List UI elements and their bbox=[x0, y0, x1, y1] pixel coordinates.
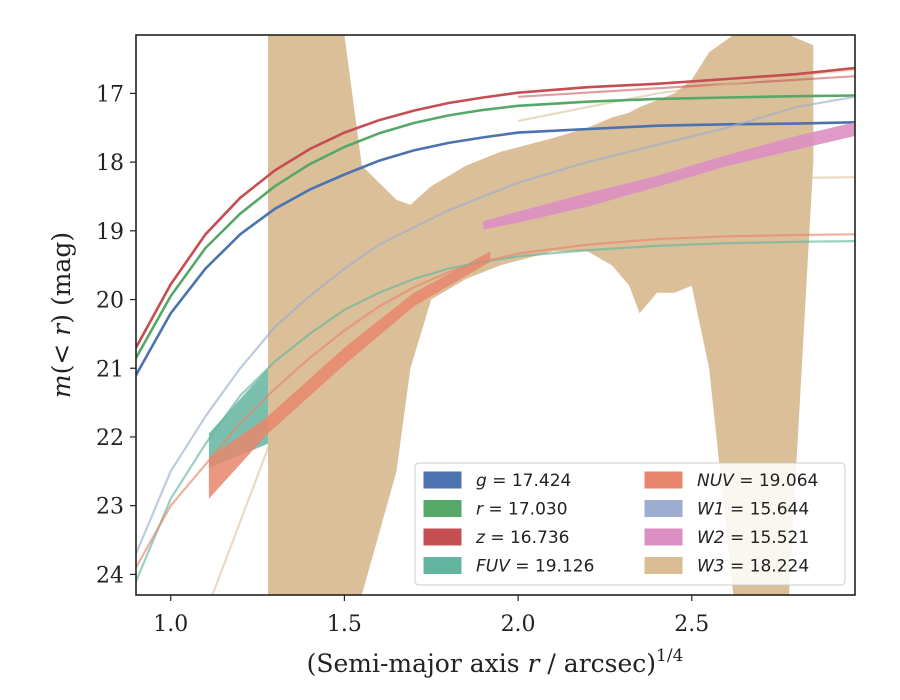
legend-var: z bbox=[475, 528, 486, 548]
series-line-fuv bbox=[136, 240, 855, 582]
y-tick-label: 21 bbox=[96, 357, 124, 382]
legend-swatch-r bbox=[423, 500, 462, 517]
legend-label-w2: W2 = 15.521 bbox=[697, 528, 809, 548]
series-line-w1 bbox=[136, 95, 855, 555]
y-tick-label: 19 bbox=[96, 220, 124, 245]
legend-swatch-fuv bbox=[423, 557, 462, 574]
legend-label-r: r = 17.030 bbox=[476, 500, 568, 520]
legend-swatch-nuv bbox=[644, 471, 683, 489]
faint-curve-2 bbox=[517, 68, 855, 122]
plot-frame bbox=[135, 34, 856, 596]
legend-value: = 17.030 bbox=[483, 500, 568, 520]
x-tick-label: 1.0 bbox=[153, 612, 188, 637]
x-axis-label: (Semi-major axis r / arcsec)1/4 bbox=[307, 646, 684, 678]
y-tick-label: 17 bbox=[96, 82, 124, 107]
legend-frame bbox=[414, 462, 846, 586]
legend-label-g: g = 17.424 bbox=[476, 471, 571, 491]
legend-var: W2 bbox=[697, 528, 725, 548]
legend-value: = 19.064 bbox=[734, 471, 819, 491]
series-layer bbox=[136, 35, 855, 595]
faint-curve-0 bbox=[518, 75, 855, 98]
legend-value: = 16.736 bbox=[485, 528, 570, 548]
x-tick-label: 1.5 bbox=[327, 612, 362, 637]
legend-swatch-w3 bbox=[644, 557, 683, 574]
legend-var: W1 bbox=[697, 500, 725, 520]
legend-value: = 19.126 bbox=[510, 557, 595, 577]
series-line-g bbox=[136, 121, 855, 376]
x-tick-label: 2.5 bbox=[674, 612, 709, 637]
y-tick-label: 22 bbox=[96, 426, 124, 451]
legend-value: = 18.224 bbox=[725, 557, 810, 577]
legend-value: = 17.424 bbox=[487, 471, 572, 491]
legend-var: g bbox=[476, 471, 487, 491]
y-tick-label: 24 bbox=[96, 563, 124, 588]
series-line-nuv bbox=[136, 233, 855, 569]
y-axis-label: m(< r) (mag) bbox=[47, 232, 76, 398]
legend-swatch-w2 bbox=[644, 528, 683, 546]
legend-var: NUV bbox=[697, 471, 735, 491]
series-line-r bbox=[136, 94, 855, 359]
series-line-z bbox=[136, 66, 855, 349]
tick-layer: 1.0 1.5 2.0 2.5 17 18 19 20 21 22 23 24 bbox=[96, 82, 709, 637]
legend-swatch-g bbox=[423, 471, 462, 489]
legend-label-nuv: NUV = 19.064 bbox=[697, 471, 818, 491]
y-tick-label: 18 bbox=[96, 151, 124, 176]
series-band-w2 bbox=[483, 122, 855, 230]
legend-var: W3 bbox=[697, 557, 725, 577]
legend-label-fuv: FUV = 19.126 bbox=[476, 557, 594, 577]
legend-var: r bbox=[476, 500, 484, 520]
legend-label-z: z = 16.736 bbox=[475, 528, 569, 548]
inner-band-1 bbox=[208, 251, 491, 499]
x-tick-label: 2.0 bbox=[501, 612, 536, 637]
legend-value: = 15.644 bbox=[725, 500, 810, 520]
legend-value: = 15.521 bbox=[725, 528, 810, 548]
y-tick-label: 20 bbox=[96, 289, 124, 314]
legend-swatch-w1 bbox=[644, 500, 683, 517]
legend-label-w3: W3 = 18.224 bbox=[697, 557, 809, 577]
y-tick-label: 23 bbox=[96, 495, 124, 520]
legend-var: FUV bbox=[476, 557, 511, 577]
legend-swatch-z bbox=[423, 528, 462, 546]
legend-label-w1: W1 = 15.644 bbox=[697, 500, 809, 520]
